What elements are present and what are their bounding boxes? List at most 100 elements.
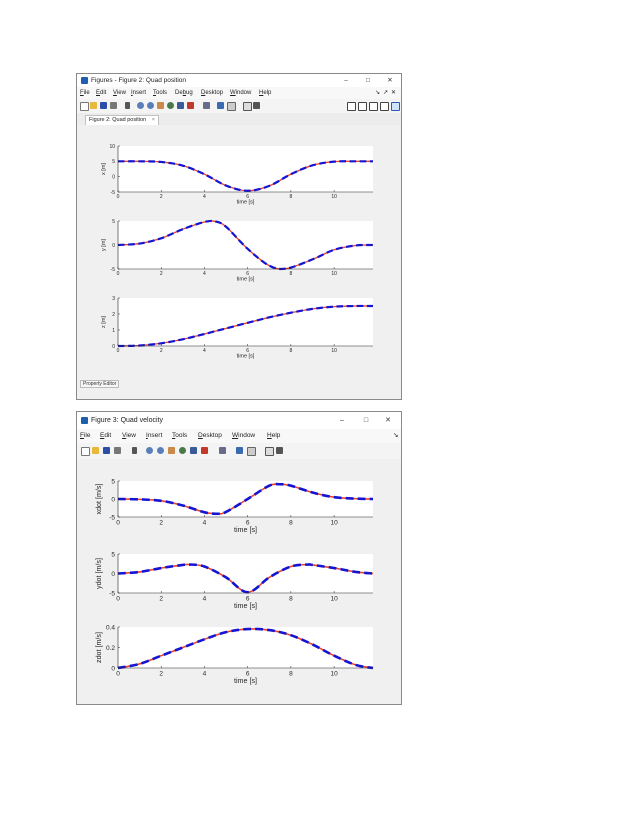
data-cursor-icon[interactable]	[190, 447, 197, 454]
menu-window[interactable]: Window	[230, 90, 252, 96]
menu-view[interactable]: View	[113, 90, 126, 96]
brush-icon[interactable]	[201, 447, 208, 454]
link-icon[interactable]	[219, 447, 226, 454]
data-cursor-icon[interactable]	[177, 102, 184, 109]
x-tick-label: 10	[331, 194, 337, 200]
figure3-toolbar	[77, 443, 401, 460]
x-tick-label: 4	[203, 671, 207, 678]
menu-window[interactable]: Window	[232, 432, 256, 439]
zoom-in-icon[interactable]	[137, 102, 144, 109]
zoom-out-icon[interactable]	[157, 447, 164, 454]
x-tick-label: 8	[289, 520, 293, 527]
x-tick-label: 0	[116, 520, 120, 527]
y-tick-label: 3	[112, 296, 115, 302]
y-tick-label: 5	[112, 219, 115, 225]
plot-tools-icon[interactable]	[276, 447, 283, 454]
hide-tools-icon[interactable]	[243, 102, 252, 111]
x-tick-label: 0	[117, 271, 120, 277]
close-button[interactable]: ✕	[385, 417, 391, 424]
menu-file[interactable]: File	[80, 432, 91, 439]
pointer-icon[interactable]	[125, 102, 130, 109]
maximize-button[interactable]: □	[366, 77, 370, 84]
axes-background	[118, 221, 373, 269]
y-axis-label: zdot [m/s]	[95, 632, 103, 663]
menu-tools[interactable]: Tools	[153, 90, 168, 96]
x-tick-label: 4	[203, 194, 206, 200]
minimize-button[interactable]: –	[340, 417, 344, 424]
menu-help[interactable]: Help	[267, 432, 281, 439]
hide-tools-icon[interactable]	[265, 447, 274, 456]
tab-close-icon[interactable]: ×	[151, 117, 155, 123]
save-icon[interactable]	[103, 447, 110, 454]
x-tick-label: 6	[246, 348, 249, 354]
close-button[interactable]: ✕	[387, 77, 393, 84]
rotate-icon[interactable]	[179, 447, 186, 454]
new-figure-icon[interactable]	[81, 447, 90, 456]
menu-close-icon[interactable]: ✕	[391, 90, 397, 96]
maximize-button[interactable]: □	[363, 417, 369, 424]
undock-icon[interactable]: ↘	[393, 432, 399, 439]
legend-icon[interactable]	[247, 447, 256, 456]
minimize-button[interactable]: –	[344, 77, 348, 84]
save-icon[interactable]	[100, 102, 107, 109]
x-axis-label: time [s]	[237, 200, 255, 206]
x-tick-label: 6	[246, 596, 250, 603]
pan-icon[interactable]	[157, 102, 164, 109]
x-tick-label: 8	[289, 194, 292, 200]
colorbar-icon[interactable]	[236, 447, 243, 454]
zoom-out-icon[interactable]	[147, 102, 154, 109]
y-axis-label: xdot [m/s]	[95, 484, 103, 515]
pan-icon[interactable]	[168, 447, 175, 454]
menu-file[interactable]: File	[80, 90, 90, 96]
link-icon[interactable]	[203, 102, 210, 109]
menu-tools[interactable]: Tools	[172, 432, 188, 439]
x-tick-label: 2	[159, 671, 163, 678]
y-tick-label: 5	[111, 551, 115, 558]
x-tick-label: 4	[203, 596, 207, 603]
menu-debug[interactable]: Debug	[175, 90, 193, 96]
menu-help[interactable]: Help	[259, 90, 272, 96]
maximize-doc-icon[interactable]	[391, 102, 400, 111]
left-right-icon[interactable]	[358, 102, 367, 111]
tile-icon[interactable]	[347, 102, 356, 111]
menu-insert[interactable]: Insert	[146, 432, 163, 439]
x-tick-label: 6	[246, 520, 250, 527]
legend-icon[interactable]	[227, 102, 236, 111]
print-icon[interactable]	[114, 447, 121, 454]
series-line-actual	[117, 627, 374, 670]
y-tick-label: 1	[112, 328, 115, 334]
zoom-in-icon[interactable]	[146, 447, 153, 454]
y-tick-label: 2	[112, 312, 115, 318]
figure2-titlebar[interactable]: Figures - Figure 2: Quad position – □ ✕	[77, 74, 401, 87]
brush-icon[interactable]	[187, 102, 194, 109]
x-tick-label: 8	[289, 348, 292, 354]
dock-icon[interactable]: ↗	[383, 90, 389, 96]
menu-desktop[interactable]: Desktop	[198, 432, 222, 439]
new-figure-icon[interactable]	[80, 102, 89, 111]
menu-edit[interactable]: Edit	[100, 432, 112, 439]
axes-background	[118, 627, 373, 668]
top-bottom-icon[interactable]	[369, 102, 378, 111]
open-file-icon[interactable]	[90, 102, 97, 109]
x-tick-label: 2	[160, 194, 163, 200]
tab-figure2[interactable]: Figure 2: Quad position ×	[85, 115, 159, 125]
plot-tools-icon[interactable]	[253, 102, 260, 109]
x-axis-label: time [s]	[234, 677, 257, 685]
menu-view[interactable]: View	[122, 432, 136, 439]
property-editor-tab[interactable]: Property Editor	[80, 380, 120, 388]
open-file-icon[interactable]	[92, 447, 99, 454]
figure3-titlebar[interactable]: Figure 3: Quad velocity – □ ✕	[77, 412, 401, 429]
colorbar-icon[interactable]	[217, 102, 224, 109]
menu-insert[interactable]: Insert	[131, 90, 147, 96]
menu-desktop[interactable]: Desktop	[201, 90, 224, 96]
rotate-icon[interactable]	[167, 102, 174, 109]
print-icon[interactable]	[110, 102, 117, 109]
pointer-icon[interactable]	[132, 447, 137, 454]
menu-edit[interactable]: Edit	[96, 90, 107, 96]
x-tick-label: 0	[117, 194, 120, 200]
figure2-window: Figures - Figure 2: Quad position – □ ✕ …	[76, 73, 402, 400]
undock-icon[interactable]: ↘	[375, 90, 381, 96]
float-icon[interactable]	[380, 102, 389, 111]
